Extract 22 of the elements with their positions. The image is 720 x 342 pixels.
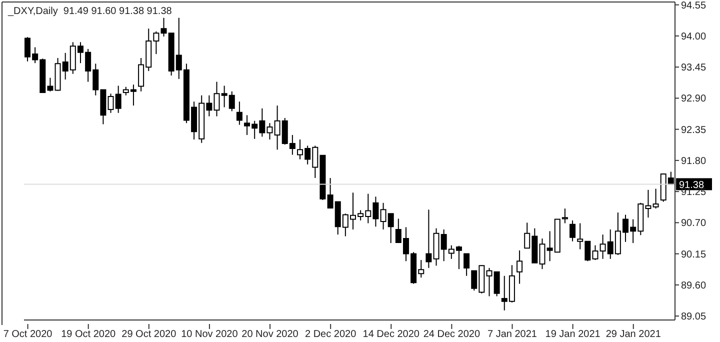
y-tick-label: 92.90 xyxy=(681,94,706,105)
y-tick-label: 94.55 xyxy=(681,0,706,12)
x-tick-label: 29 Jan 2021 xyxy=(606,329,662,340)
x-tick-label: 2 Dec 2020 xyxy=(304,329,357,340)
x-tick-label: 29 Oct 2020 xyxy=(122,329,177,340)
y-tick-label: 92.35 xyxy=(681,124,706,136)
x-tick-label: 14 Dec 2020 xyxy=(362,329,420,340)
x-tick-label: 24 Dec 2020 xyxy=(423,329,480,340)
y-tick-label: 93.45 xyxy=(681,62,706,74)
y-tick-label: 89.05 xyxy=(681,312,706,323)
x-tick-label: 20 Nov 2020 xyxy=(242,329,299,340)
y-tick-label: 89.60 xyxy=(681,280,706,292)
y-tick-label: 90.15 xyxy=(681,249,706,260)
x-tick-label: 7 Oct 2020 xyxy=(3,329,53,340)
x-tick-label: 7 Jan 2021 xyxy=(488,329,538,340)
chart-title: _DXY,Daily 91.49 91.60 91.38 91.38 xyxy=(7,6,172,17)
y-tick-label: 94.00 xyxy=(681,32,706,42)
y-tick-label: 90.70 xyxy=(681,218,706,230)
x-tick-label: 19 Jan 2021 xyxy=(545,329,601,340)
x-tick-label: 10 Nov 2020 xyxy=(181,329,238,340)
x-tick-label: 19 Oct 2020 xyxy=(61,329,116,340)
y-tick-label: 91.80 xyxy=(681,156,706,167)
